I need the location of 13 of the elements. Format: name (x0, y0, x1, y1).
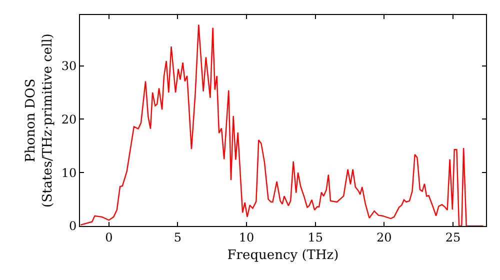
y-axis-title: Phonon DOS (States/THz·primitive cell) (23, 33, 56, 208)
y-tick-label: 20 (61, 112, 77, 126)
line-series (80, 24, 484, 226)
x-tick-label: 0 (105, 230, 113, 244)
x-tick-label: 5 (174, 230, 182, 244)
x-tick-label: 15 (308, 230, 323, 244)
x-tick-label: 25 (445, 230, 461, 244)
x-tick-label: 20 (376, 230, 392, 244)
x-tick-label: 10 (238, 230, 254, 244)
x-axis-title: Frequency (THz) (227, 248, 339, 263)
y-tick-label: 10 (61, 166, 77, 180)
y-tick-label: 30 (61, 58, 77, 73)
y-tick-label: 0 (68, 219, 77, 234)
